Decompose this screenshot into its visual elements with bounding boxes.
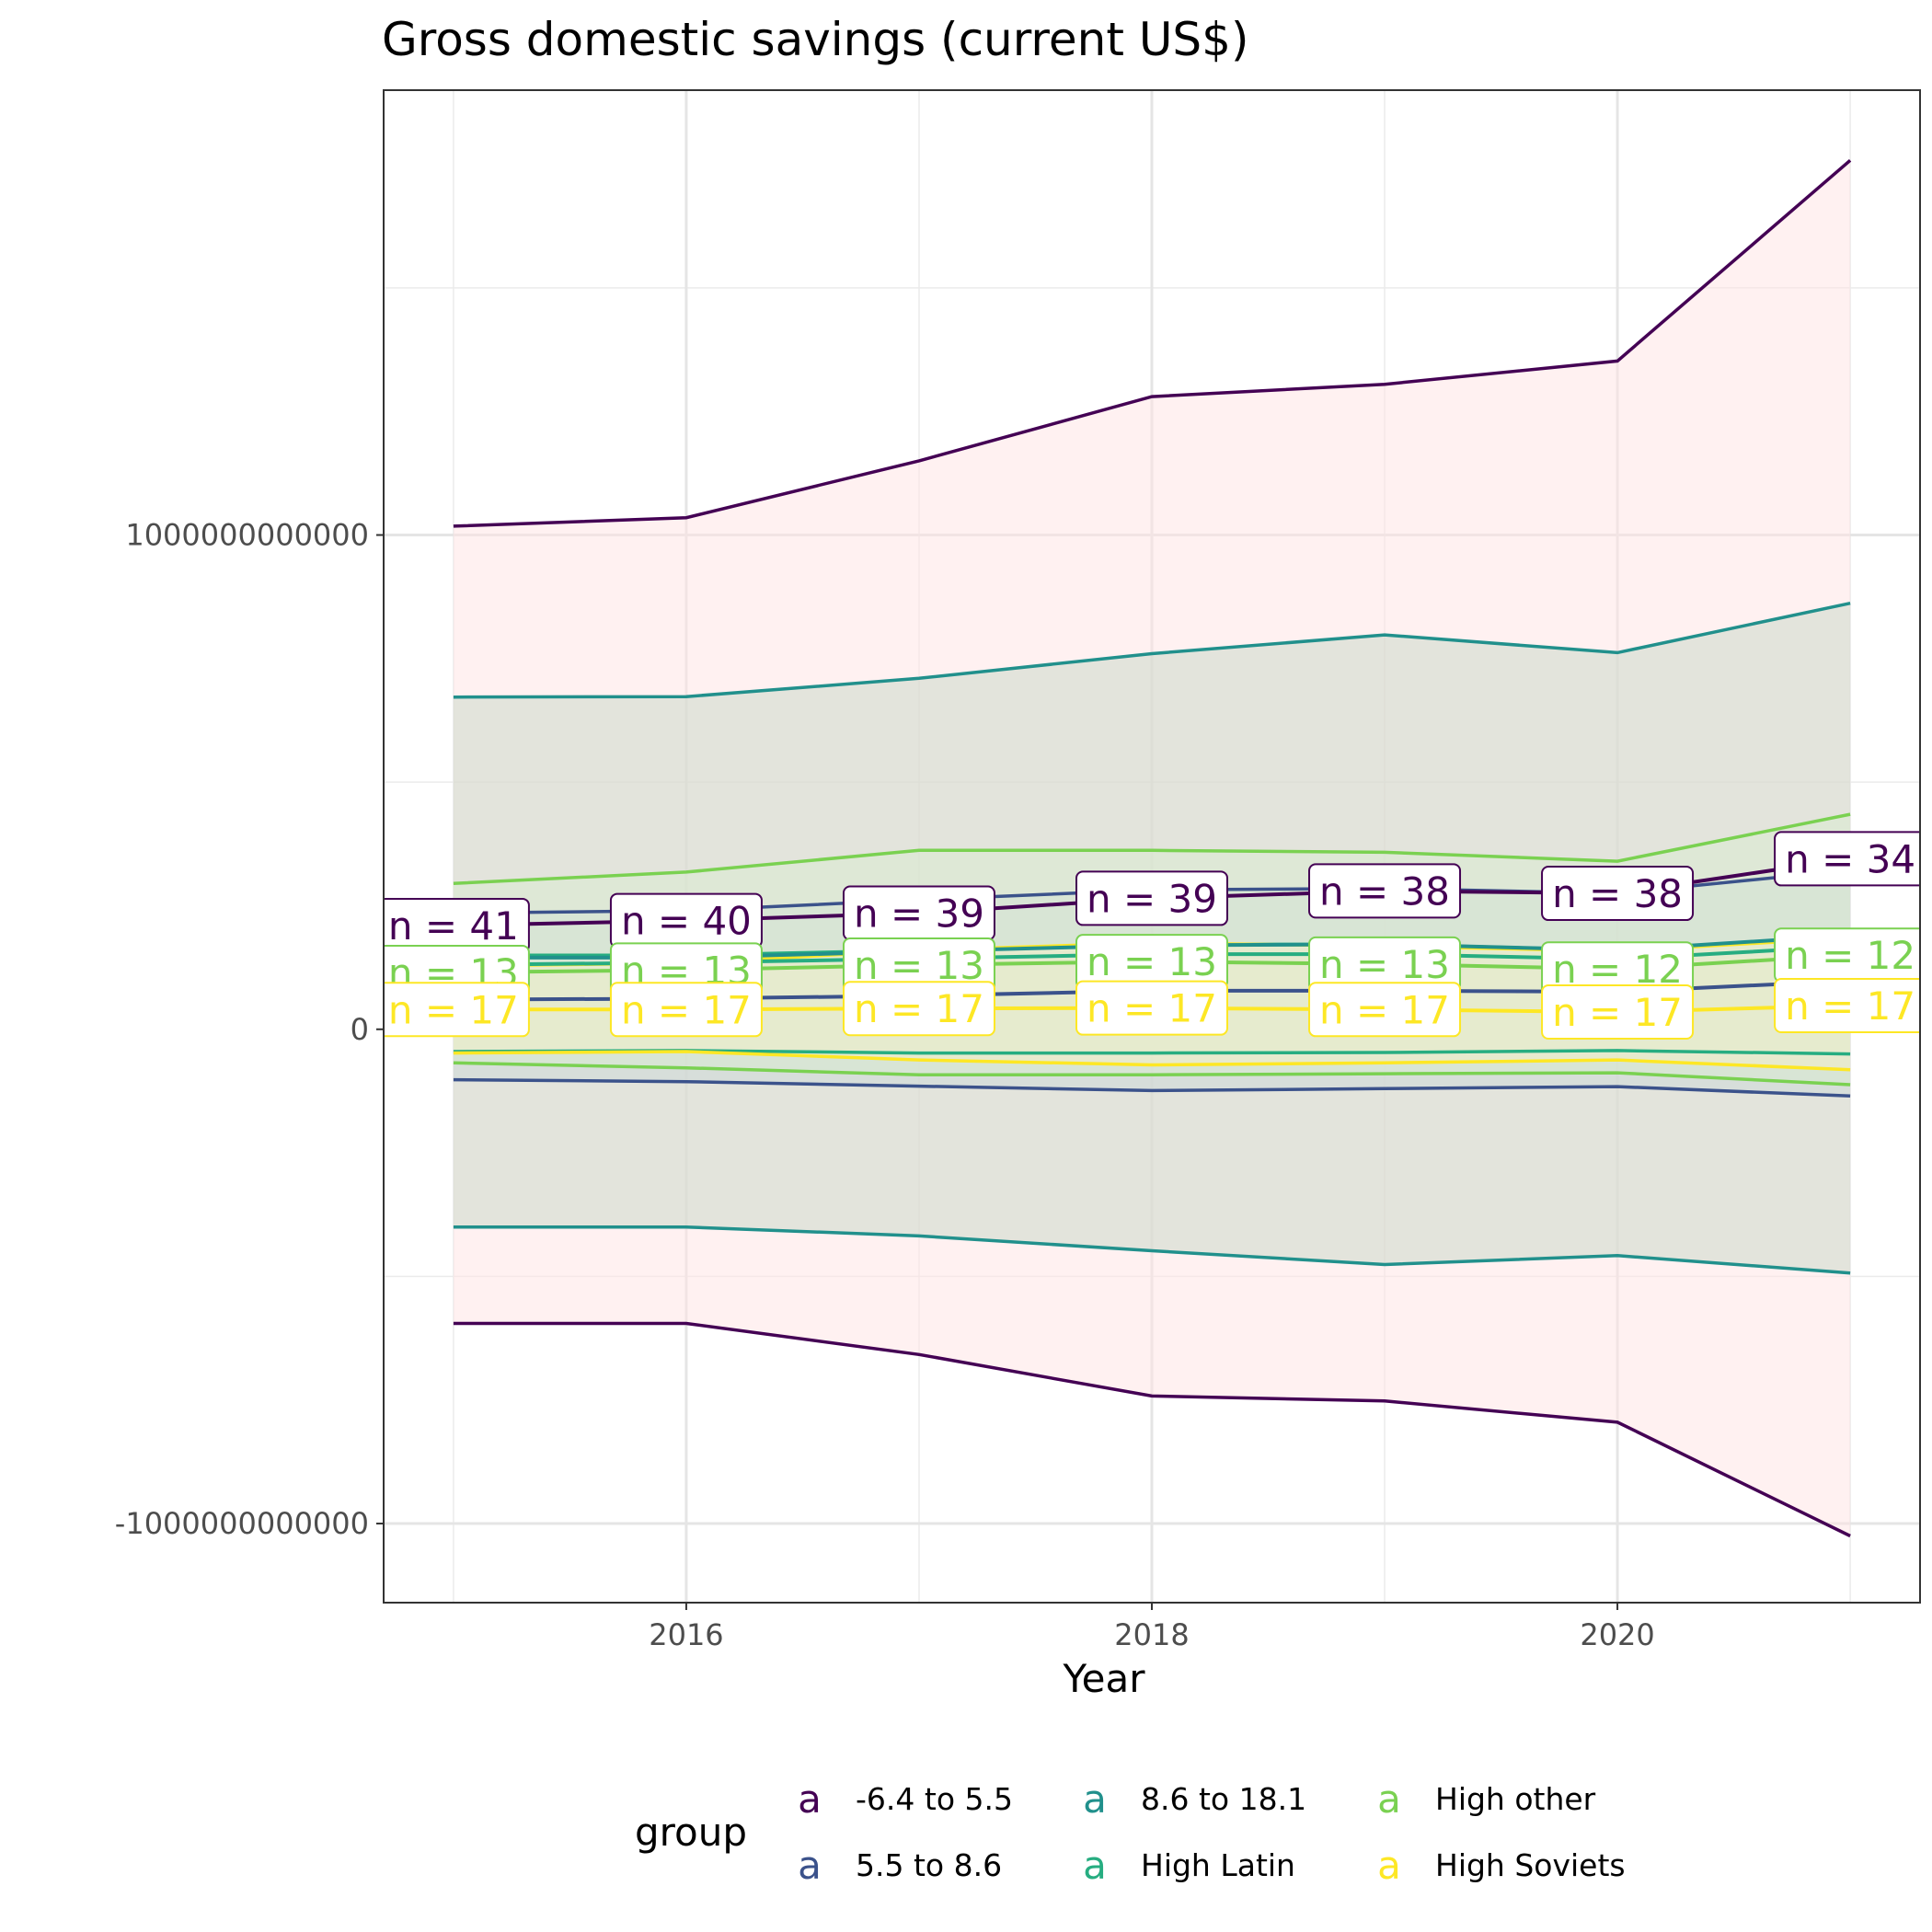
x-axis-label: Year	[1063, 1656, 1145, 1701]
legend-item: a -6.4 to 5.5	[782, 1771, 1013, 1826]
legend: group a -6.4 to 5.5 a 5.5 to 8.6 a 8.6 t…	[635, 1771, 1739, 1900]
legend-key: a	[798, 1842, 822, 1888]
n-label-text: n = 38	[1552, 871, 1683, 916]
legend-item: a High Latin	[1067, 1837, 1295, 1892]
n-label-box	[1541, 866, 1695, 922]
n-label-text: n = 17	[388, 987, 519, 1032]
n-label: n = 17	[609, 982, 763, 1038]
n-label: n = 40	[609, 892, 763, 949]
n-label: n = 17	[1308, 982, 1462, 1038]
upper-line-0	[453, 158, 1852, 528]
n-label: n = 17	[1075, 980, 1228, 1036]
n-label: n = 41	[384, 897, 530, 953]
n-label: n = 17	[1541, 983, 1695, 1040]
legend-item: a 5.5 to 8.6	[782, 1837, 1002, 1892]
n-label-box	[1308, 863, 1462, 919]
chart-title: Gross domestic savings (current US$)	[382, 13, 1249, 66]
x-tick-label: 2018	[1114, 1617, 1189, 1652]
legend-label: High other	[1435, 1780, 1596, 1817]
x-tick-label: 2020	[1580, 1617, 1654, 1652]
legend-item: a 8.6 to 18.1	[1067, 1771, 1306, 1826]
n-label-text: n = 17	[1319, 987, 1450, 1032]
x-tick-label: 2016	[649, 1617, 723, 1652]
n-label: n = 38	[1541, 866, 1695, 922]
legend-label: -6.4 to 5.5	[856, 1780, 1013, 1817]
legend-item: a High Soviets	[1362, 1837, 1626, 1892]
n-label-text: n = 13	[1319, 942, 1450, 987]
n-label: n = 39	[1075, 870, 1228, 926]
n-label: n = 13	[842, 937, 995, 993]
lower-line-0	[453, 1321, 1851, 1538]
n-label-box	[1075, 980, 1228, 1036]
n-label-text: n = 41	[388, 903, 519, 949]
n-label-text: n = 17	[854, 986, 984, 1031]
n-label-text: n = 34	[1785, 836, 1915, 881]
n-label-text: n = 13	[1087, 939, 1217, 984]
upper-line-2	[453, 601, 1851, 699]
n-label: n = 38	[1308, 863, 1462, 919]
n-label-text: n = 17	[1785, 983, 1915, 1029]
legend-item: a High other	[1362, 1771, 1595, 1826]
legend-key: a	[1377, 1776, 1401, 1822]
upper-line-4	[453, 812, 1851, 886]
lower-line-5	[453, 1050, 1851, 1072]
n-label-text: n = 12	[1785, 933, 1915, 978]
n-label-text: n = 17	[1552, 990, 1683, 1035]
n-label-text: n = 17	[1087, 986, 1217, 1031]
lower-line-2	[453, 1225, 1851, 1275]
n-label-text: n = 17	[621, 987, 752, 1032]
n-label-box	[609, 982, 763, 1038]
n-label-box	[1774, 831, 1920, 887]
n-label-text: n = 38	[1319, 868, 1450, 914]
n-label: n = 13	[1075, 934, 1228, 990]
plot-data: n = 41 n = 40 n = 39 n = 39 n = 38 n = 38 n = …	[384, 158, 1920, 1538]
legend-title: group	[635, 1810, 747, 1855]
n-label-box	[1541, 983, 1695, 1040]
n-label-box	[1774, 977, 1920, 1033]
legend-label: High Latin	[1141, 1846, 1295, 1883]
n-label: n = 17	[1774, 977, 1920, 1033]
n-label-box	[1075, 870, 1228, 926]
legend-key: a	[1083, 1842, 1107, 1888]
legend-label: 5.5 to 8.6	[856, 1846, 1003, 1883]
n-label: n = 39	[842, 885, 995, 941]
n-label-box	[842, 981, 995, 1037]
n-label: n = 12	[1774, 927, 1920, 983]
n-label: n = 13	[1308, 936, 1462, 992]
y-tick-label: 1000000000000	[125, 518, 369, 553]
y-tick-label: 0	[351, 1012, 369, 1047]
n-label-text: n = 39	[854, 891, 984, 937]
y-tick-label: -1000000000000	[115, 1506, 369, 1541]
legend-key: a	[1377, 1842, 1401, 1888]
legend-key: a	[798, 1776, 822, 1822]
n-label-box	[384, 982, 530, 1038]
n-label-text: n = 39	[1087, 876, 1217, 921]
legend-label: High Soviets	[1435, 1846, 1626, 1883]
n-label-box	[1308, 982, 1462, 1038]
legend-key: a	[1083, 1776, 1107, 1822]
legend-label: 8.6 to 18.1	[1141, 1780, 1307, 1817]
n-label: n = 17	[842, 981, 995, 1037]
n-label-text: n = 40	[621, 899, 752, 944]
lower-line-4	[453, 1061, 1851, 1087]
n-label: n = 17	[384, 982, 530, 1038]
n-label: n = 34	[1774, 831, 1920, 887]
lower-line-1	[453, 1077, 1851, 1098]
n-label-text: n = 13	[854, 943, 984, 988]
